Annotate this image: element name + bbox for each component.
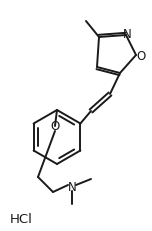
- Text: O: O: [50, 120, 60, 133]
- Text: N: N: [123, 28, 131, 41]
- Text: HCl: HCl: [10, 213, 33, 225]
- Text: N: N: [68, 181, 76, 194]
- Text: O: O: [136, 49, 146, 62]
